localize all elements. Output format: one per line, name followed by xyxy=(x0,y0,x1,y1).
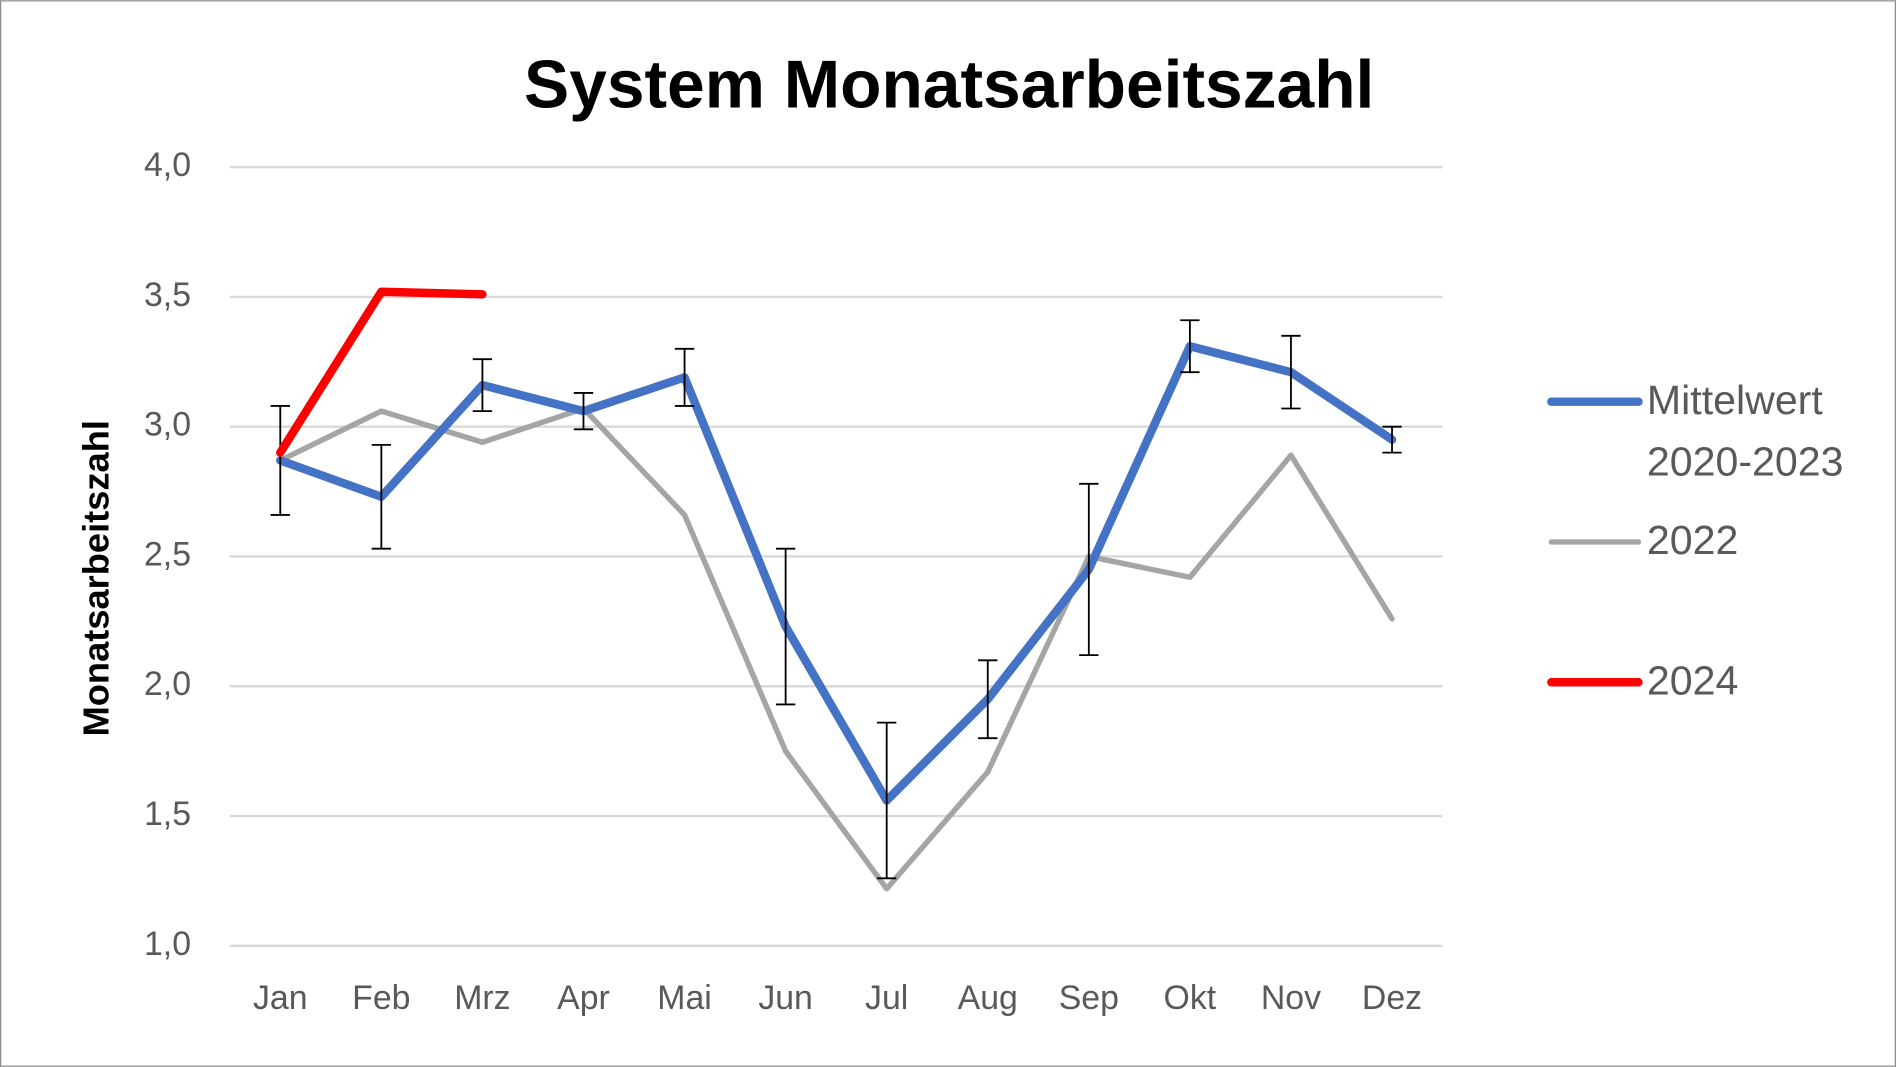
x-tick-label: Dez xyxy=(1362,979,1422,1017)
series-line xyxy=(277,405,1395,892)
x-tick-label: Jan xyxy=(253,979,308,1017)
legend-entry: Mittelwert 2020-2023 xyxy=(1646,377,1844,486)
x-tick-label: Feb xyxy=(352,979,410,1017)
series-line xyxy=(276,341,1397,805)
legend-label: 2024 xyxy=(1646,658,1739,704)
x-tick-label: Jul xyxy=(865,979,908,1017)
y-axis-label: Monatsarbeitszahl xyxy=(76,420,117,736)
x-tick-label: Apr xyxy=(557,979,610,1017)
x-tick-label: Okt xyxy=(1164,979,1217,1017)
legend-entry: 2022 xyxy=(1646,517,1739,564)
legend-label: 2022 xyxy=(1646,517,1739,564)
y-tick-label: 2,0 xyxy=(144,665,191,703)
x-tick-label: Mai xyxy=(657,979,712,1017)
y-tick-label: 3,0 xyxy=(144,406,191,444)
chart-title: System Monatsarbeitszahl xyxy=(524,48,1374,123)
x-tick-label: Jun xyxy=(758,979,813,1017)
x-tick-label: Mrz xyxy=(454,979,510,1017)
legend-entry: 2024 xyxy=(1646,658,1739,704)
legend-label: Mittelwert 2020-2023 xyxy=(1646,377,1844,486)
y-tick-label: 2,5 xyxy=(144,535,191,573)
y-tick-label: 1,0 xyxy=(144,925,191,963)
x-tick-label: Nov xyxy=(1261,979,1321,1017)
series-line xyxy=(276,287,487,457)
y-tick-label: 1,5 xyxy=(144,795,191,833)
y-tick-label: 3,5 xyxy=(144,276,191,314)
x-tick-label: Aug xyxy=(958,979,1018,1017)
y-tick-label: 4,0 xyxy=(144,146,191,184)
x-tick-label: Sep xyxy=(1059,979,1119,1017)
